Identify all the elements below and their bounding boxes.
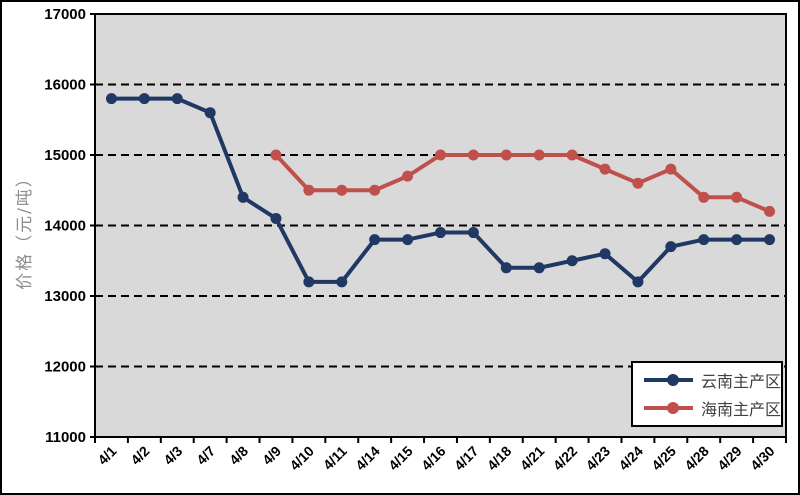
series-point-1 (303, 184, 315, 196)
series-point-1 (698, 191, 710, 203)
y-tick-label-16000: 16000 (44, 77, 86, 94)
series-point-0 (566, 255, 578, 267)
series-point-0 (698, 234, 710, 246)
y-tick-label-17000: 17000 (44, 6, 86, 23)
y-tick-label-12000: 12000 (44, 359, 86, 376)
series-point-0 (665, 241, 677, 253)
series-point-0 (533, 262, 545, 274)
x-tick-label-4-2: 4/2 (127, 443, 152, 468)
y-axis-title: 价格（元/吨） (15, 168, 35, 290)
series-point-0 (237, 191, 249, 203)
series-line-1 (273, 153, 772, 214)
x-tick-label-4-29: 4/29 (714, 443, 745, 474)
series-point-0 (369, 234, 381, 246)
hainan-line-marker-icon (644, 402, 693, 415)
x-tick-label-4-15: 4/15 (385, 443, 416, 474)
series-point-1 (566, 149, 578, 161)
series-point-0 (171, 93, 183, 105)
series-point-1 (731, 191, 743, 203)
y-tick-label-13000: 13000 (44, 288, 86, 305)
x-tick-label-4-1: 4/1 (94, 443, 119, 468)
series-point-1 (402, 170, 414, 182)
x-tick-label-4-11: 4/11 (320, 443, 350, 473)
x-tick-label-4-7: 4/7 (193, 443, 218, 468)
legend-item-hainan: 海南主产区 (643, 396, 781, 420)
series-point-1 (599, 163, 611, 175)
y-tick-label-14000: 14000 (44, 218, 86, 235)
series-point-1 (369, 184, 381, 196)
series-point-0 (731, 234, 743, 246)
x-tick-label-4-18: 4/18 (484, 443, 515, 474)
series-point-0 (204, 107, 216, 119)
series-point-1 (665, 163, 677, 175)
x-tick-label-4-17: 4/17 (451, 443, 482, 474)
series-point-0 (764, 234, 776, 246)
series-point-0 (105, 93, 117, 105)
x-tick-label-4-24: 4/24 (615, 443, 646, 474)
x-tick-label-4-16: 4/16 (418, 443, 449, 474)
legend-item-yunnan: 云南主产区 (643, 368, 781, 392)
x-tick-label-4-25: 4/25 (648, 443, 679, 474)
series-point-1 (336, 184, 348, 196)
series-point-1 (764, 205, 776, 217)
x-tick-label-4-30: 4/30 (747, 443, 778, 474)
x-tick-label-4-8: 4/8 (226, 443, 251, 468)
series-point-0 (138, 93, 150, 105)
series-point-0 (336, 276, 348, 288)
x-tick-label-4-3: 4/3 (160, 443, 185, 468)
series-point-1 (467, 149, 479, 161)
series-point-1 (270, 149, 282, 161)
x-tick-label-4-14: 4/14 (352, 443, 383, 474)
x-tick-label-4-22: 4/22 (550, 443, 581, 474)
series-point-0 (303, 276, 315, 288)
series-point-0 (500, 262, 512, 274)
legend: 云南主产区 海南主产区 (631, 361, 783, 427)
series-point-0 (599, 248, 611, 260)
series-point-1 (533, 149, 545, 161)
series-point-0 (270, 212, 282, 224)
legend-label-yunnan: 云南主产区 (700, 371, 781, 391)
y-tick-label-11000: 11000 (45, 429, 86, 446)
y-tick-label-15000: 15000 (44, 147, 86, 164)
x-tick-label-4-9: 4/9 (259, 443, 284, 468)
x-tick-label-4-21: 4/21 (517, 443, 548, 474)
x-tick-label-4-23: 4/23 (583, 443, 614, 474)
series-point-0 (632, 276, 644, 288)
series-point-1 (500, 149, 512, 161)
series-point-0 (435, 227, 446, 239)
series-point-0 (467, 227, 479, 239)
yunnan-line-marker-icon (644, 373, 693, 386)
x-tick-label-4-10: 4/10 (286, 443, 317, 474)
series-point-1 (435, 149, 446, 161)
legend-label-hainan: 海南主产区 (700, 400, 781, 420)
x-tick-label-4-28: 4/28 (681, 443, 712, 474)
series-point-1 (632, 177, 644, 189)
series-point-0 (402, 234, 414, 246)
